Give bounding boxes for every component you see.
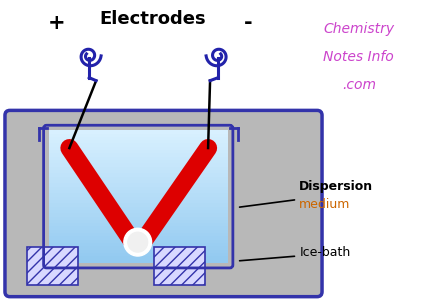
Bar [48,180,228,184]
Bar [48,230,228,233]
Bar [48,177,228,181]
Bar [48,170,228,174]
Bar [48,130,228,134]
Bar [48,193,228,197]
Text: Chemistry: Chemistry [323,22,394,36]
Bar [48,250,228,254]
Bar [48,183,228,187]
Bar [48,133,228,137]
Text: Ice-bath: Ice-bath [299,246,351,259]
Bar [48,140,228,144]
Bar [48,216,228,220]
Bar [48,157,228,161]
Bar [48,203,228,207]
Bar [48,137,228,141]
Circle shape [128,232,148,252]
Bar [48,197,228,200]
Text: Dispersion: Dispersion [299,180,373,193]
Bar [48,154,228,157]
FancyBboxPatch shape [5,110,322,297]
Bar [153,247,205,285]
Bar [48,173,228,177]
Text: +: + [48,13,65,33]
Bar [48,237,228,240]
Text: .com: .com [342,78,376,92]
Bar [48,160,228,164]
Bar [48,167,228,171]
Bar [48,206,228,210]
Bar [48,200,228,204]
Text: -: - [243,13,252,33]
Bar [48,143,228,147]
Bar [48,147,228,150]
Bar [48,226,228,230]
Bar [48,150,228,154]
Bar [48,253,228,257]
Bar [48,187,228,190]
Text: Electrodes: Electrodes [99,10,206,28]
Bar [48,190,228,194]
Text: medium: medium [299,198,351,211]
Bar [48,220,228,224]
Bar [48,233,228,237]
Bar [48,260,228,264]
Bar [48,223,228,227]
Bar [48,210,228,214]
Bar [48,163,228,167]
Bar [48,243,228,247]
Bar [48,246,228,250]
Bar [27,247,78,285]
Bar [48,240,228,244]
Circle shape [124,228,152,256]
Bar [48,256,228,260]
Bar [48,213,228,217]
Text: Notes Info: Notes Info [324,50,394,64]
